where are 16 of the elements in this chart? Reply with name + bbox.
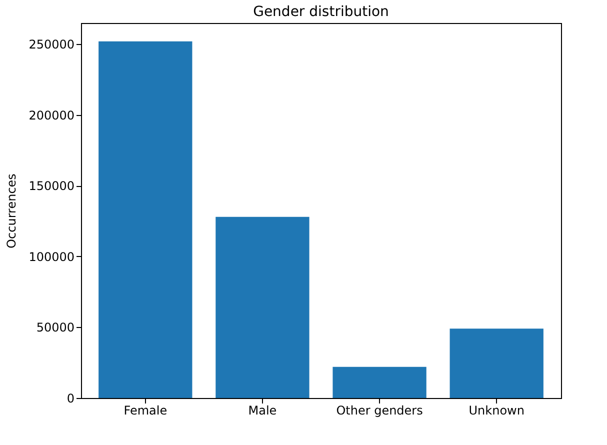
bar [216, 216, 310, 398]
y-axis-title: Occurrences [4, 174, 19, 248]
bar [98, 41, 192, 398]
y-tick-label: 150000 [28, 179, 74, 194]
x-tick-label: Male [248, 404, 277, 418]
bar [450, 328, 544, 398]
chart-title: Gender distribution [253, 4, 389, 20]
y-tick-label: 0 [66, 392, 74, 406]
y-tick-label: 200000 [28, 108, 74, 122]
y-tick-label: 100000 [28, 250, 74, 264]
x-tick-label: Female [124, 404, 168, 418]
x-tick-label: Unknown [468, 404, 524, 418]
x-tick-label: Other genders [336, 404, 423, 418]
y-tick-label: 50000 [36, 320, 74, 335]
y-tick-label: 250000 [28, 38, 74, 52]
bar [332, 366, 426, 398]
